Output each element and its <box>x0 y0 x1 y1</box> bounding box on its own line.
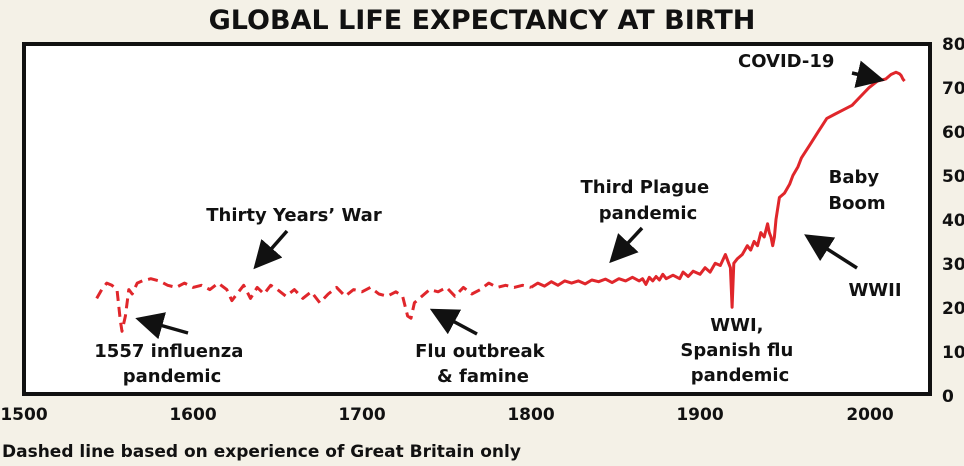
x-tick-label: 2000 <box>846 405 893 425</box>
y-tick-label: 40 <box>942 211 964 231</box>
annotations: COVID-19 Baby Boom WWII Third Plague pan… <box>94 51 901 387</box>
annotation-wwii: WWII <box>848 280 901 301</box>
arrow-covid <box>851 60 885 88</box>
x-axis: 1500 1600 1700 1800 1900 2000 <box>0 405 893 425</box>
x-tick-label: 1800 <box>507 405 554 425</box>
arrow-thirty-years-war <box>253 229 289 270</box>
x-tick-label: 1500 <box>0 405 47 425</box>
y-tick-label: 50 <box>942 167 964 187</box>
y-tick-label: 20 <box>942 299 964 319</box>
annotation-1557-influenza: 1557 influenza pandemic <box>94 341 249 387</box>
y-tick-label: 70 <box>942 79 964 99</box>
series-layer <box>95 70 906 333</box>
y-tick-label: 80 <box>942 35 964 55</box>
y-tick-label: 0 <box>942 387 954 407</box>
plot-area <box>22 42 932 396</box>
annotation-thirty-years-war: Thirty Years’ War <box>206 205 382 226</box>
y-axis: 80 70 60 50 40 30 20 10 0 <box>942 35 964 407</box>
footnote: Dashed line based on experience of Great… <box>2 442 521 462</box>
y-tick-label: 30 <box>942 255 964 275</box>
x-tick-label: 1700 <box>338 405 385 425</box>
y-tick-label: 60 <box>942 123 964 143</box>
arrow-third-plague <box>609 226 644 264</box>
x-tick-label: 1900 <box>676 405 723 425</box>
arrow-flu-outbreak <box>429 308 478 336</box>
annotation-flu-outbreak: Flu outbreak & famine <box>415 341 551 387</box>
chart-title: GLOBAL LIFE EXPECTANCY AT BIRTH <box>209 5 756 36</box>
series-line-solid <box>530 70 906 309</box>
arrow-1557-influenza <box>135 312 189 340</box>
arrow-wwii <box>804 234 858 270</box>
x-tick-label: 1600 <box>169 405 216 425</box>
annotation-baby-boom: Baby Boom <box>828 167 885 214</box>
series-line-dashed <box>95 277 532 333</box>
annotation-wwi: WWI, Spanish flu pandemic <box>680 315 799 386</box>
y-tick-label: 10 <box>942 343 964 363</box>
annotation-covid: COVID-19 <box>738 51 834 72</box>
annotation-third-plague: Third Plague pandemic <box>581 177 716 224</box>
